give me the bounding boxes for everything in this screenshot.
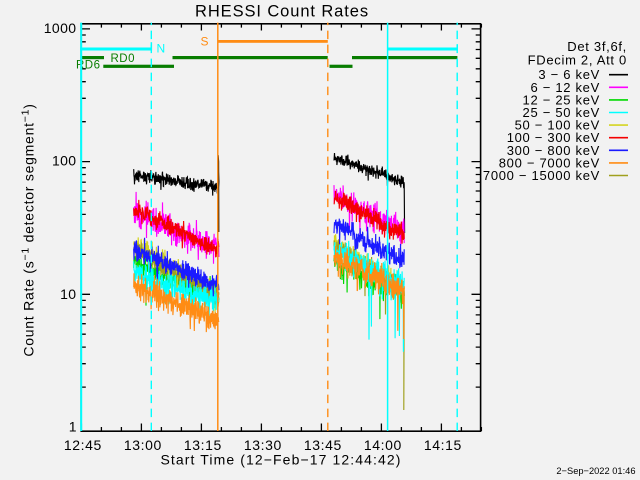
- svg-text:3 − 6 keV: 3 − 6 keV: [538, 67, 600, 82]
- svg-text:14:00: 14:00: [364, 437, 402, 453]
- svg-text:1: 1: [69, 418, 77, 434]
- svg-text:100 − 300 keV: 100 − 300 keV: [507, 130, 600, 145]
- svg-text:RHESSI Count Rates: RHESSI Count Rates: [195, 3, 369, 21]
- svg-text:50 − 100 keV: 50 − 100 keV: [515, 118, 600, 133]
- svg-text:13:15: 13:15: [184, 437, 222, 453]
- svg-text:Start Time (12−Feb−17 12:44:42: Start Time (12−Feb−17 12:44:42): [160, 452, 401, 468]
- svg-text:Count Rate (s−1 detector segme: Count Rate (s−1 detector segment−1): [20, 103, 37, 356]
- svg-text:S: S: [201, 35, 209, 49]
- svg-text:13:30: 13:30: [244, 437, 282, 453]
- svg-text:Det 3f,6f,: Det 3f,6f,: [567, 39, 627, 54]
- svg-text:RD0: RD0: [111, 53, 136, 65]
- svg-text:100: 100: [52, 152, 77, 168]
- svg-text:1000: 1000: [44, 20, 77, 36]
- svg-text:300 − 800 keV: 300 − 800 keV: [507, 143, 600, 158]
- svg-text:13:45: 13:45: [304, 437, 342, 453]
- svg-text:14:15: 14:15: [424, 437, 462, 453]
- svg-text:7000 − 15000 keV: 7000 − 15000 keV: [483, 168, 600, 183]
- svg-text:12 − 25 keV: 12 − 25 keV: [523, 92, 600, 107]
- svg-text:800 − 7000 keV: 800 − 7000 keV: [499, 155, 600, 170]
- svg-text:6 − 12 keV: 6 − 12 keV: [530, 80, 600, 95]
- svg-text:N: N: [157, 41, 166, 55]
- svg-text:13:00: 13:00: [124, 437, 162, 453]
- svg-text:RD6: RD6: [76, 60, 101, 72]
- svg-text:10: 10: [60, 286, 76, 302]
- svg-text:12:45: 12:45: [64, 437, 102, 453]
- svg-text:2−Sep−2022 01:46: 2−Sep−2022 01:46: [556, 466, 635, 476]
- svg-text:FDecim 2, Att 0: FDecim 2, Att 0: [528, 53, 627, 68]
- svg-text:25 − 50 keV: 25 − 50 keV: [523, 105, 600, 120]
